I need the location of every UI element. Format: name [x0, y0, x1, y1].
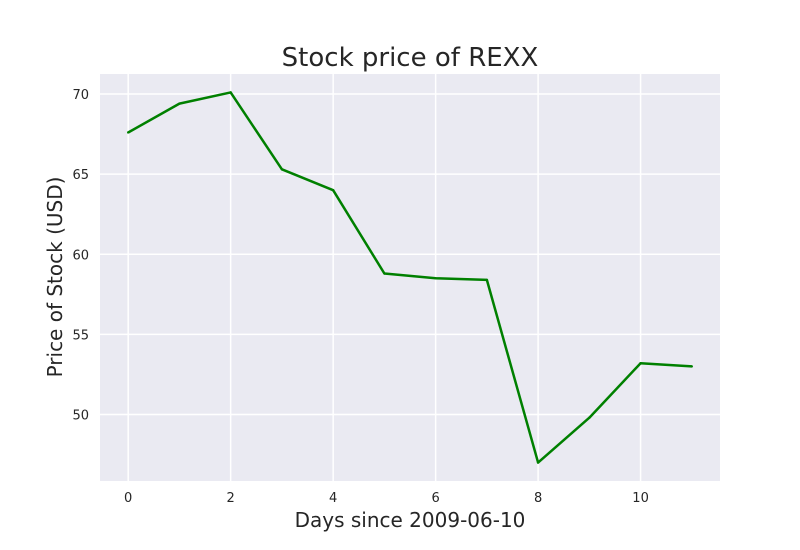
x-tick-label: 0 [124, 491, 132, 506]
y-tick-label: 55 [72, 328, 89, 343]
series-layer [126, 91, 694, 464]
plot-area [100, 74, 720, 481]
chart-title: Stock price of REXX [282, 43, 539, 73]
y-tick-label: 50 [72, 409, 89, 424]
data-point [639, 362, 642, 365]
data-point [434, 277, 437, 280]
data-point [280, 168, 284, 171]
data-point [536, 461, 540, 464]
data-point [229, 91, 232, 94]
data-point [178, 102, 181, 105]
y-tick-label: 65 [72, 168, 89, 183]
data-point [383, 272, 386, 275]
x-tick-label: 10 [632, 491, 649, 506]
y-tick-labels: 50 55 60 65 70 [72, 88, 89, 423]
y-axis-label: Price of Stock (USD) [43, 177, 67, 378]
y-tick-label: 70 [72, 88, 89, 103]
x-tick-labels: 0 2 4 6 8 10 [124, 491, 649, 506]
x-axis-label: Days since 2009-06-10 [295, 508, 526, 532]
series-line [127, 91, 692, 464]
data-point [126, 131, 130, 134]
data-point [588, 416, 591, 419]
x-tick-label: 2 [227, 491, 235, 506]
data-point [690, 365, 694, 368]
data-point [331, 188, 335, 192]
x-tick-label: 6 [431, 491, 439, 506]
grid-lines [100, 74, 720, 481]
x-tick-label: 4 [329, 491, 337, 506]
y-tick-label: 60 [72, 248, 89, 263]
x-tick-label: 8 [534, 491, 542, 506]
data-point [485, 278, 489, 282]
